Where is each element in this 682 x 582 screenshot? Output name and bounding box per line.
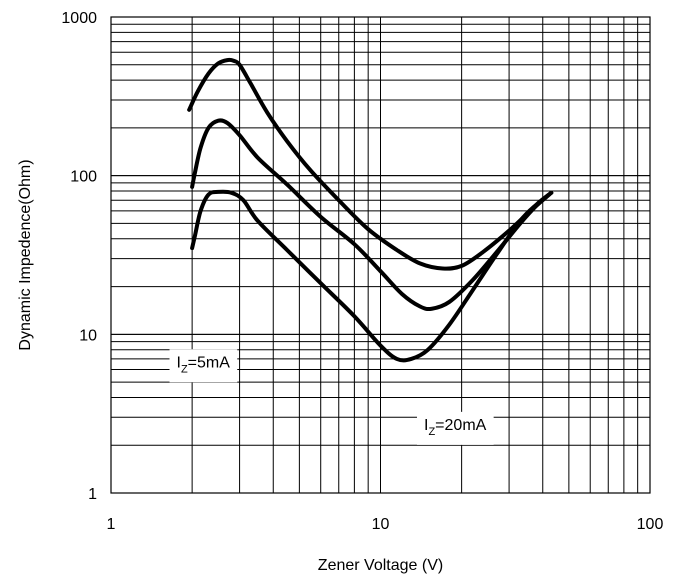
annotations: IZ=5mA IZ=20mA (169, 349, 494, 445)
y-tick-labels: 1 10 100 1000 (61, 10, 97, 503)
annotation: IZ=5mA (169, 349, 238, 383)
x-tick-label: 10 (372, 516, 390, 533)
y-tick-label: 100 (70, 169, 97, 186)
annotation-label: IZ=5mA (176, 354, 230, 375)
y-tick-label: 10 (79, 327, 97, 344)
x-tick-labels: 1 10 100 (107, 516, 664, 533)
series-line-1 (187, 57, 554, 271)
x-tick-label: 1 (107, 516, 116, 533)
series-line-2 (190, 118, 554, 312)
annotation-background (169, 349, 238, 383)
series-group (187, 57, 554, 363)
x-axis-label: Zener Voltage (V) (318, 557, 443, 574)
y-tick-label: 1000 (61, 10, 97, 27)
y-tick-label: 1 (88, 486, 97, 503)
y-axis-label: Dynamic Impedence(Ohm) (17, 159, 34, 350)
grid (111, 17, 650, 493)
annotation-label: IZ=20mA (424, 417, 487, 438)
plot-frame (110, 16, 651, 494)
annotation: IZ=20mA (416, 411, 494, 445)
series-line-3 (190, 189, 554, 363)
annotation-background (416, 411, 494, 445)
x-tick-label: 100 (637, 516, 664, 533)
